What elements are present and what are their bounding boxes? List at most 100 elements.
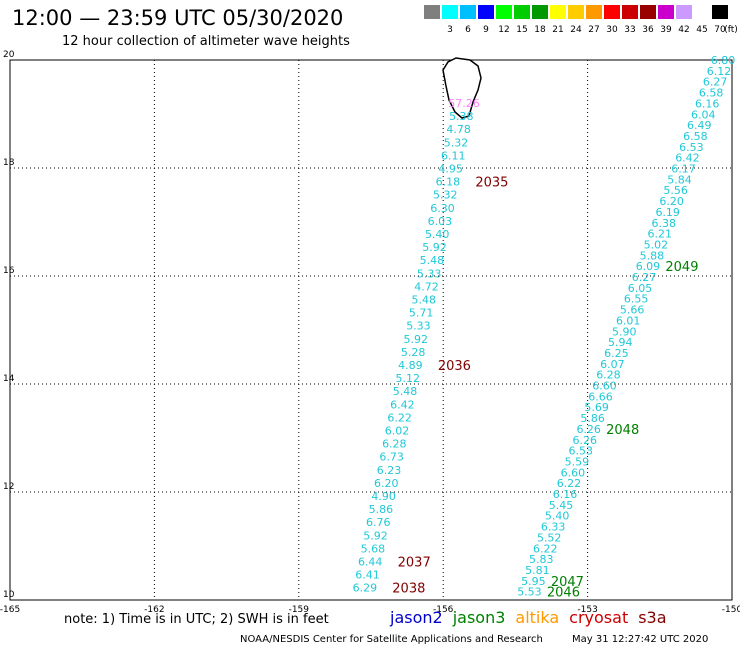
- swh-reading: 5.83: [529, 553, 554, 566]
- swh-reading: 6.22: [533, 542, 558, 555]
- swh-reading: 6.07: [600, 358, 625, 371]
- swh-reading: 4.89: [398, 359, 423, 372]
- swh-reading: 6.33: [541, 521, 566, 534]
- axis-tick-labels: -165 -162 -159 -156 -153 -150 10 12 14 16 18 20: [0, 50, 740, 615]
- swh-reading: 6.26: [573, 434, 598, 447]
- legend-swatch: [604, 5, 620, 19]
- swh-reading: 6.49: [687, 119, 712, 132]
- swh-reading: 6.25: [604, 347, 629, 360]
- lon-tick-label: -153: [577, 605, 597, 615]
- legend-swatch: [586, 5, 602, 19]
- swh-reading: 6.17: [671, 163, 696, 176]
- swh-reading: 5.84: [667, 173, 692, 186]
- legend-label: 3: [447, 25, 453, 35]
- swh-reading: 6.12: [707, 65, 732, 78]
- swh-reading: 4.72: [414, 280, 439, 293]
- swh-reading: 6.22: [387, 411, 412, 424]
- footnote: note: 1) Time is in UTC; 2) SWH is in fe…: [64, 612, 329, 627]
- legend-label: 36: [642, 25, 654, 35]
- legend-label: 6: [465, 25, 471, 35]
- lat-tick-label: 14: [3, 374, 15, 384]
- swh-reading: 4.90: [371, 490, 396, 503]
- swh-reading: 6.26: [576, 423, 601, 436]
- lon-tick-label: -156: [433, 605, 454, 615]
- legend-swatch: [712, 5, 728, 19]
- swh-reading: 5.56: [663, 184, 688, 197]
- swh-reading: 5.66: [620, 304, 645, 317]
- swh-reading: 6.28: [382, 438, 407, 451]
- swh-reading: 5.33: [417, 267, 442, 280]
- satellite-jason3: jason3: [452, 608, 506, 627]
- swh-reading: 5.86: [580, 412, 605, 425]
- swh-reading: 5.53: [517, 586, 542, 599]
- swh-reading: 5.68: [361, 542, 386, 555]
- pass-time-label: 2046: [547, 586, 580, 601]
- legend-swatch: [658, 5, 674, 19]
- lat-tick-label: 10: [3, 590, 15, 600]
- swh-reading: 6.42: [675, 152, 700, 165]
- swh-reading: 5.94: [608, 336, 633, 349]
- swh-reading: 5.48: [412, 294, 437, 307]
- pass-time-label: 2035: [475, 176, 508, 191]
- pass-time-label: 2047: [551, 575, 584, 590]
- swh-reading: 5.81: [525, 564, 550, 577]
- lon-tick-label: -165: [0, 605, 20, 615]
- swh-reading: 6.18: [436, 176, 461, 189]
- legend-swatch: [424, 5, 440, 19]
- legend-label: 45: [696, 25, 708, 35]
- lat-tick-label: 18: [3, 158, 15, 168]
- legend-label: 18: [534, 25, 546, 35]
- swh-reading: 5.88: [640, 249, 665, 262]
- swh-reading: 6.01: [616, 314, 641, 327]
- swh-reading: 5.28: [401, 346, 426, 359]
- swh-reading: 6.27: [632, 271, 657, 284]
- legend-swatch: [460, 5, 476, 19]
- legend-label: 42: [678, 25, 690, 35]
- swh-reading: 6.03: [428, 215, 453, 228]
- swh-reading: 6.11: [441, 149, 466, 162]
- legend-swatch: [676, 5, 692, 19]
- swh-reading: 6.53: [679, 141, 704, 154]
- swh-reading: 6.19: [655, 206, 680, 219]
- swh-reading: 6.58: [699, 87, 724, 100]
- swh-reading: 6.58: [683, 130, 708, 143]
- swh-reading: 6.55: [624, 293, 649, 306]
- legend-label: 33: [624, 25, 636, 35]
- pass-time-label: 2036: [438, 359, 471, 374]
- legend-label: 30: [606, 25, 618, 35]
- legend-swatch: [640, 5, 656, 19]
- swh-reading: 5.32: [444, 136, 469, 149]
- swh-reading: 6.16: [553, 488, 578, 501]
- swh-reading: 6.23: [377, 464, 402, 477]
- swh-reading: 5.92: [422, 241, 447, 254]
- lat-tick-label: 16: [3, 266, 15, 276]
- generated-timestamp: May 31 12:27:42 UTC 2020: [572, 634, 709, 645]
- plot-frame: [9, 59, 733, 601]
- swh-reading: 6.60: [561, 466, 586, 479]
- legend-swatch: [622, 5, 638, 19]
- legend-label: 24: [570, 25, 582, 35]
- satellite-legend: jason2 jason3 altika cryosat s3a: [390, 608, 677, 627]
- swh-reading: 5.71: [409, 307, 434, 320]
- swh-reading: 6.44: [358, 556, 383, 569]
- satellite-s3a: s3a: [638, 608, 667, 627]
- legend-swatch: [496, 5, 512, 19]
- swh-reading: 6.27: [703, 76, 728, 89]
- swh-reading: 6.02: [385, 425, 410, 438]
- legend-label: 12: [498, 25, 510, 35]
- lat-tick-label: 20: [3, 50, 15, 60]
- swh-reading: 6.76: [366, 516, 391, 529]
- legend-label: 27: [588, 25, 600, 35]
- legend-swatch: [442, 5, 458, 19]
- swh-reading: 5.92: [363, 529, 388, 542]
- legend-swatch: [478, 5, 494, 19]
- swh-reading: 6.28: [596, 369, 621, 382]
- swh-reading: 6.21: [648, 228, 673, 241]
- swh-reading: 6.42: [390, 398, 415, 411]
- lat-lon-grid: [9, 59, 733, 601]
- agency-credit: NOAA/NESDIS Center for Satellite Applica…: [240, 634, 543, 645]
- satellite-cryosat: cryosat: [569, 608, 629, 627]
- satellite-jason2: jason2: [390, 608, 443, 627]
- credit-line: NOAA/NESDIS Center for Satellite Applica…: [240, 634, 734, 645]
